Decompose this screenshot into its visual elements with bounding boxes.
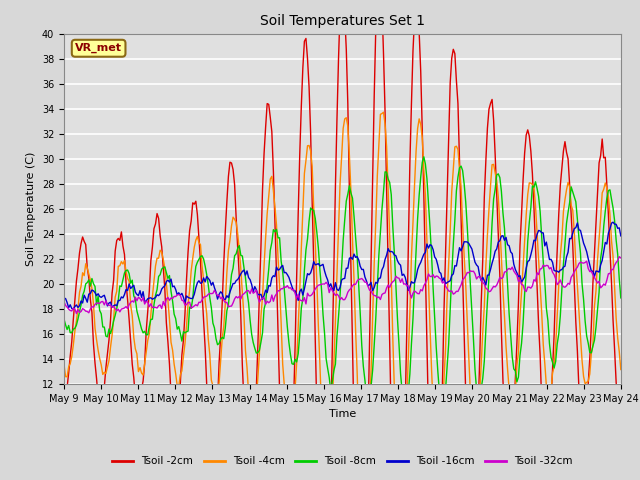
Title: Soil Temperatures Set 1: Soil Temperatures Set 1 [260,14,425,28]
Y-axis label: Soil Temperature (C): Soil Temperature (C) [26,152,36,266]
Legend: Tsoil -2cm, Tsoil -4cm, Tsoil -8cm, Tsoil -16cm, Tsoil -32cm: Tsoil -2cm, Tsoil -4cm, Tsoil -8cm, Tsoi… [108,452,577,470]
X-axis label: Time: Time [329,409,356,419]
Text: VR_met: VR_met [75,43,122,53]
